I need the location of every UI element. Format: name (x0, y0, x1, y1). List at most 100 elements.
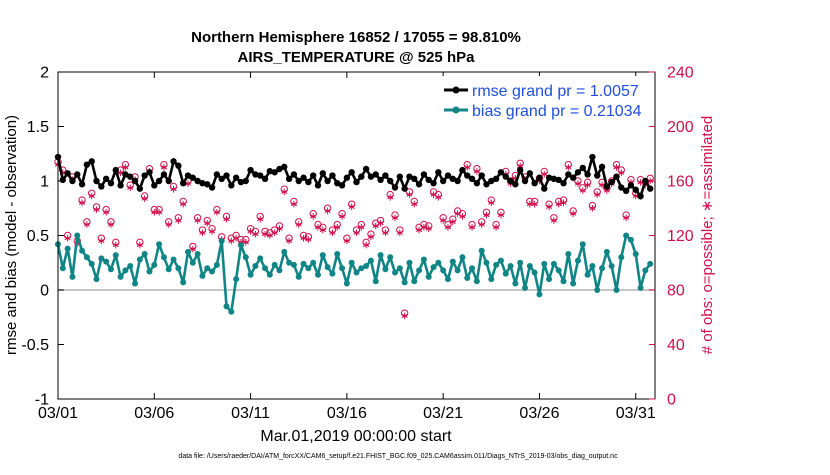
bias-point (103, 258, 110, 265)
rmse-point (122, 171, 129, 178)
bias-point (170, 256, 177, 263)
rmse-point (372, 171, 379, 178)
rmse-point (574, 169, 582, 176)
rmse-point (242, 177, 249, 185)
bias-point (334, 251, 341, 258)
bias-point (387, 254, 394, 261)
rmse-point (642, 177, 649, 185)
rmse-point (295, 177, 302, 185)
rmse-point (387, 177, 394, 185)
rmse-point (228, 182, 235, 189)
bias-point (512, 280, 519, 287)
rmse-point (618, 184, 625, 191)
bias-point (449, 258, 456, 265)
rmse-point (281, 163, 288, 171)
bias-point (358, 265, 365, 272)
obs-assimilated-marker (579, 187, 586, 194)
rmse-point (565, 171, 572, 178)
obs-assimilated-marker (338, 213, 346, 220)
rmse-point (464, 172, 471, 179)
bias-point (343, 280, 350, 287)
bias-point (300, 260, 307, 267)
obs-assimilated-marker (285, 237, 293, 245)
rmse-point (377, 176, 384, 184)
obs-assimilated-marker (391, 214, 399, 222)
obs-assimilated-marker (425, 225, 432, 232)
y2-tick-label: 40 (667, 337, 685, 354)
y-tick-label: 2 (40, 65, 49, 82)
y2-axis-label: # of obs: o=possible; ∗=assimilated (699, 116, 716, 355)
rmse-point (160, 171, 168, 178)
rmse-point (334, 179, 341, 187)
bias-point (473, 278, 480, 285)
obs-assimilated-marker (160, 164, 168, 171)
bias-point (459, 254, 466, 261)
obs-assimilated-marker (314, 224, 322, 231)
obs-assimilated-marker (170, 185, 177, 193)
obs-assimilated-marker (415, 226, 423, 234)
obs-assimilated-marker (261, 230, 269, 238)
obs-assimilated-marker (257, 215, 264, 223)
rmse-point (218, 175, 225, 183)
bias-point (189, 259, 196, 266)
rmse-point (425, 176, 432, 184)
rmse-point (579, 164, 586, 172)
obs-assimilated-marker (242, 239, 249, 246)
bias-point (382, 266, 389, 273)
rmse-point (266, 167, 274, 175)
rmse-point (555, 176, 562, 184)
obs-assimilated-marker (83, 221, 90, 228)
obs-assimilated-marker (295, 221, 302, 228)
bias-point (584, 271, 591, 278)
obs-assimilated-marker (204, 219, 211, 227)
bias-point (218, 237, 225, 244)
rmse-point (107, 179, 115, 187)
obs-assimilated-marker (565, 164, 572, 171)
rmse-point (98, 183, 105, 190)
obs-assimilated-marker (401, 312, 408, 320)
bias-point (257, 255, 264, 262)
obs-assimilated-marker (281, 188, 288, 196)
bias-point (565, 251, 572, 258)
obs-assimilated-marker (155, 209, 163, 216)
obs-assimilated-marker (208, 228, 216, 235)
bias-point (526, 263, 533, 270)
rmse-point (536, 174, 543, 181)
bias-point (184, 248, 191, 255)
obs-assimilated-marker (584, 181, 591, 189)
bias-point (647, 260, 654, 267)
x-tick-label: 03/16 (327, 405, 367, 422)
bias-point (363, 263, 370, 270)
bias-point (132, 280, 139, 287)
chart-title-line-2: AIRS_TEMPERATURE @ 525 hPa (238, 49, 476, 66)
obs-assimilated-marker (473, 168, 480, 175)
rmse-point (420, 171, 428, 178)
obs-assimilated-marker (300, 234, 307, 242)
rmse-point (204, 181, 211, 188)
bias-point (310, 259, 317, 266)
rmse-point (632, 186, 639, 193)
bias-point (377, 252, 384, 259)
obs-assimilated-marker (444, 224, 452, 231)
bias-point (594, 287, 601, 293)
bias-point (213, 261, 220, 268)
bias-point (570, 280, 577, 287)
obs-assimilated-marker (271, 229, 278, 237)
rmse-point (622, 187, 630, 195)
obs-assimilated-marker (247, 228, 254, 235)
x-tick-label: 03/31 (616, 405, 656, 422)
rmse-point (454, 177, 461, 185)
obs-assimilated-marker (550, 217, 558, 224)
chart-title-line-1: Northern Hemisphere 16852 / 17055 = 98.8… (191, 29, 521, 46)
bias-point (546, 276, 553, 283)
rmse-point (415, 181, 423, 188)
obs-assimilated-marker (348, 203, 355, 211)
rmse-point (459, 166, 466, 174)
obs-assimilated-marker (618, 169, 625, 177)
obs-assimilated-marker (180, 200, 187, 208)
bias-point (329, 270, 336, 277)
obs-assimilated-marker (93, 206, 100, 213)
y-tick-label: -1 (35, 392, 49, 409)
obs-assimilated-marker (290, 200, 298, 208)
